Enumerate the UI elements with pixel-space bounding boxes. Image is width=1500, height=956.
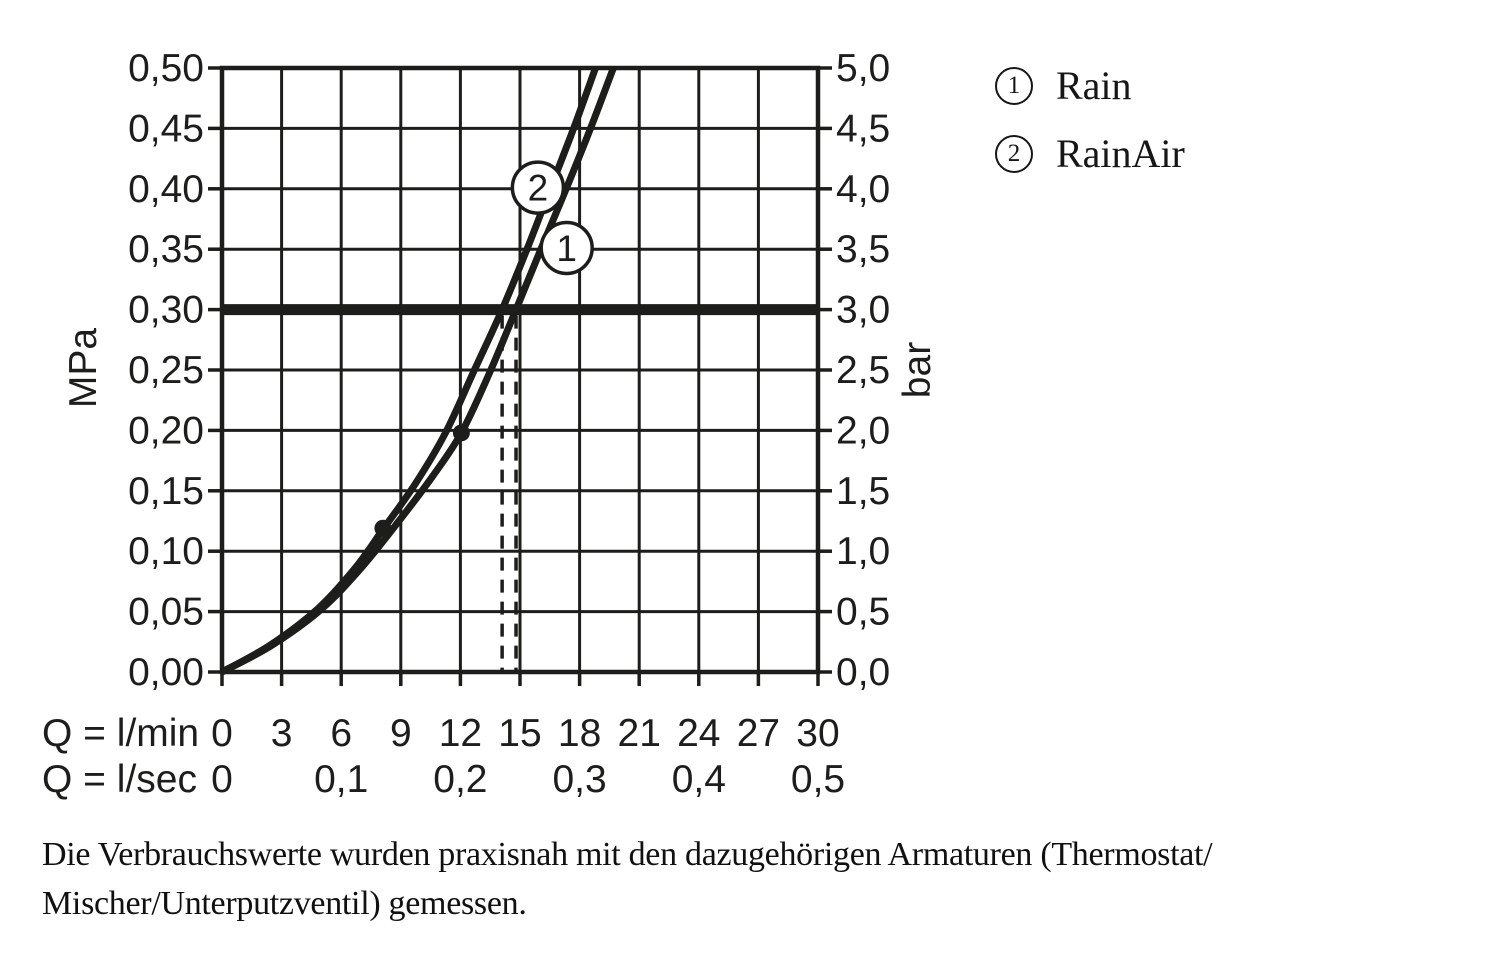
series-badge-number-2: 2 xyxy=(528,168,549,209)
y-left-tick-label: 0,20 xyxy=(128,409,204,452)
x-row1-tick-label: 12 xyxy=(439,712,482,755)
y-left-tick-label: 0,45 xyxy=(128,107,204,150)
x-row2-tick-label: 0,4 xyxy=(672,758,726,801)
x-row1-tick-label: 18 xyxy=(558,712,601,755)
x-row2-tick-label: 0,3 xyxy=(552,758,606,801)
series-badge-circle-1 xyxy=(539,220,594,276)
legend: 1 Rain 2 RainAir xyxy=(995,62,1185,198)
legend-label-rainair: RainAir xyxy=(1056,131,1185,176)
y-left-tick-label: 0,35 xyxy=(128,228,204,271)
y-right-tick-label: 3,0 xyxy=(836,289,890,332)
y-right-tick-label: 3,5 xyxy=(836,228,890,271)
y-left-unit-label: MPa xyxy=(62,328,105,409)
legend-marker-2-number: 2 xyxy=(1007,140,1021,167)
series-badge-number-1: 1 xyxy=(556,228,577,269)
x-row1-tick-label: 0 xyxy=(211,712,233,755)
x-row1-tick-label: 27 xyxy=(737,712,780,755)
y-left-tick-label: 0,25 xyxy=(128,349,204,392)
footnote-line-2: Mischer/Unterputzventil) gemessen. xyxy=(42,885,527,922)
y-right-tick-label: 0,0 xyxy=(836,651,890,694)
y-left-tick-label: 0,00 xyxy=(128,651,204,694)
legend-marker-2: 2 xyxy=(995,134,1033,173)
x-row1-tick-label: 9 xyxy=(390,712,412,755)
x-row2-tick-label: 0,5 xyxy=(791,758,845,801)
y-right-tick-label: 1,5 xyxy=(836,470,890,513)
footnote: Die Verbrauchswerte wurden praxisnah mit… xyxy=(42,830,1462,928)
y-right-tick-label: 0,5 xyxy=(836,591,890,634)
x-axis-row1-label: Q = l/min xyxy=(42,712,199,755)
y-right-tick-label: 2,0 xyxy=(836,409,890,452)
x-row2-tick-label: 0,1 xyxy=(314,758,368,801)
curve-point-marker xyxy=(374,519,392,537)
curve-point-marker xyxy=(452,424,470,442)
legend-marker-1-number: 1 xyxy=(1007,72,1021,99)
series-badge-circle-2 xyxy=(510,160,566,215)
flow-pressure-chart: 210,500,450,400,350,300,250,200,150,100,… xyxy=(42,47,939,801)
y-left-tick-label: 0,30 xyxy=(128,289,204,332)
x-row1-tick-label: 24 xyxy=(677,712,720,755)
y-left-tick-label: 0,50 xyxy=(128,47,204,90)
plot-border xyxy=(219,65,821,675)
legend-marker-1: 1 xyxy=(995,66,1033,105)
x-axis-row2-label: Q = l/sec xyxy=(42,758,197,801)
x-row1-tick-label: 21 xyxy=(618,712,661,755)
y-left-tick-label: 0,15 xyxy=(128,470,204,513)
legend-item-rainair: 2 RainAir xyxy=(995,130,1185,177)
y-right-tick-label: 1,0 xyxy=(836,530,890,573)
x-row1-tick-label: 3 xyxy=(271,712,293,755)
y-right-tick-label: 4,0 xyxy=(836,168,890,211)
y-left-tick-label: 0,05 xyxy=(128,591,204,634)
y-left-tick-label: 0,40 xyxy=(128,168,204,211)
y-right-unit-label: bar xyxy=(896,342,939,398)
legend-label-rain: Rain xyxy=(1056,63,1132,108)
x-row2-tick-label: 0,2 xyxy=(433,758,487,801)
y-left-tick-label: 0,10 xyxy=(128,530,204,573)
footnote-line-1: Die Verbrauchswerte wurden praxisnah mit… xyxy=(42,836,1213,873)
legend-item-rain: 1 Rain xyxy=(995,62,1185,109)
x-row1-tick-label: 30 xyxy=(796,712,839,755)
y-right-tick-label: 5,0 xyxy=(836,47,890,90)
y-right-tick-label: 2,5 xyxy=(836,349,890,392)
x-row2-tick-label: 0 xyxy=(211,758,233,801)
x-row1-tick-label: 15 xyxy=(498,712,541,755)
y-right-tick-label: 4,5 xyxy=(836,107,890,150)
x-row1-tick-label: 6 xyxy=(330,712,352,755)
